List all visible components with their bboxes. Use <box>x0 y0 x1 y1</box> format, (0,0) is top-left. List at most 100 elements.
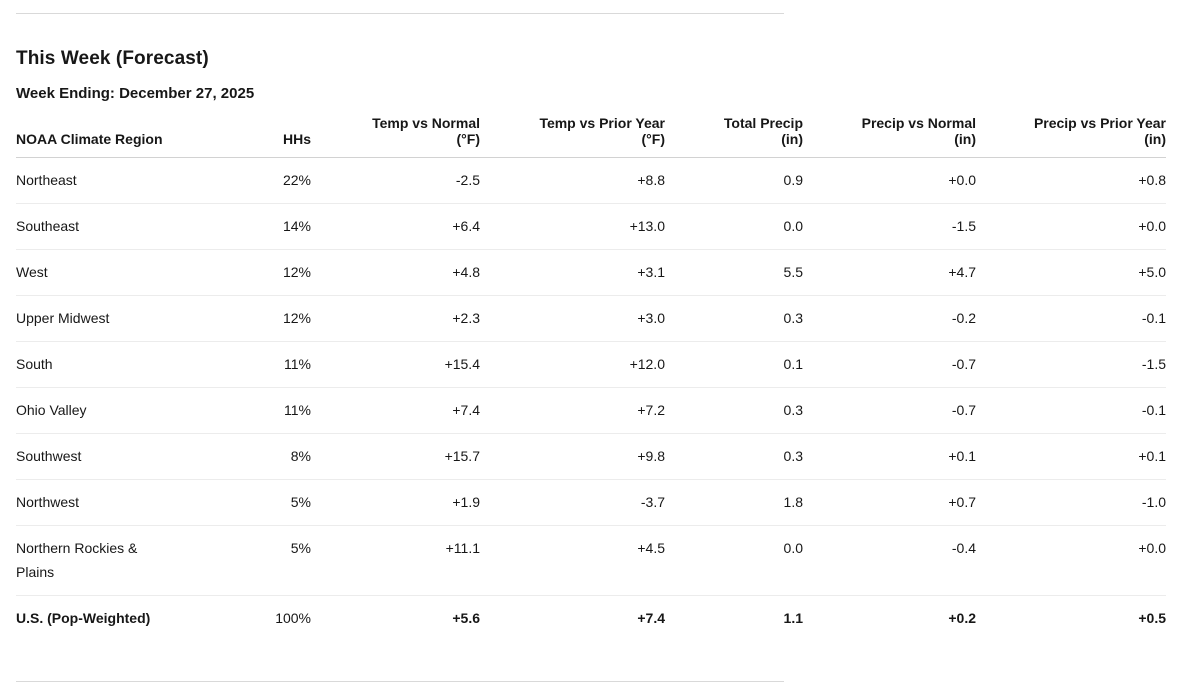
cell-hhs: 5% <box>181 525 311 596</box>
cell-hhs: 5% <box>181 479 311 526</box>
cell-precip_vs_normal: -0.7 <box>803 387 976 434</box>
cell-precip_vs_prior_year: +0.0 <box>976 203 1166 250</box>
table-row: South 11% +15.4 +12.0 0.1 -0.7 -1.5 <box>16 341 1166 388</box>
column-header-unit: (in) <box>1144 131 1166 147</box>
column-header-hhs: HHs <box>181 115 311 158</box>
cell-region: U.S. (Pop-Weighted) <box>16 610 151 626</box>
cell-region: West <box>16 249 181 296</box>
cell-precip_vs_prior_year: +0.5 <box>1138 610 1166 626</box>
cell-total_precip: 1.1 <box>783 610 803 626</box>
cell-precip_vs_normal: -0.7 <box>803 341 976 388</box>
cell-precip_vs_normal: +0.2 <box>948 610 976 626</box>
cell-total_precip: 0.3 <box>665 295 803 342</box>
cell-precip_vs_normal: -0.2 <box>803 295 976 342</box>
bottom-divider <box>16 681 784 682</box>
cell-region: Northern Rockies & Plains <box>16 525 181 596</box>
cell-temp_vs_prior_year: -3.7 <box>480 479 665 526</box>
cell-hhs: 12% <box>181 295 311 342</box>
column-header-label: Temp vs Prior Year <box>539 115 665 131</box>
column-header-region: NOAA Climate Region <box>16 115 181 158</box>
table-row: Ohio Valley 11% +7.4 +7.2 0.3 -0.7 -0.1 <box>16 387 1166 434</box>
cell-temp_vs_normal: +11.1 <box>311 525 480 596</box>
cell-precip_vs_prior_year: -0.1 <box>976 387 1166 434</box>
cell-region: Southeast <box>16 203 181 250</box>
column-header-unit: (in) <box>954 131 976 147</box>
cell-hhs: 11% <box>181 387 311 434</box>
cell-region: South <box>16 341 181 388</box>
cell-temp_vs_normal: +7.4 <box>311 387 480 434</box>
column-header-total_precip: Total Precip (in) <box>665 115 803 158</box>
cell-region: Northeast <box>16 157 181 204</box>
cell-precip_vs_prior_year: +0.0 <box>976 525 1166 596</box>
cell-hhs: 100% <box>275 610 311 626</box>
cell-total_precip: 1.8 <box>665 479 803 526</box>
top-divider <box>16 13 784 14</box>
column-header-temp_vs_prior_year: Temp vs Prior Year (°F) <box>480 115 665 158</box>
cell-precip_vs_normal: +0.1 <box>803 433 976 480</box>
cell-total_precip: 0.3 <box>665 387 803 434</box>
table-row: Northwest 5% +1.9 -3.7 1.8 +0.7 -1.0 <box>16 479 1166 526</box>
cell-temp_vs_prior_year: +9.8 <box>480 433 665 480</box>
cell-hhs: 8% <box>181 433 311 480</box>
table-row: Upper Midwest 12% +2.3 +3.0 0.3 -0.2 -0.1 <box>16 295 1166 342</box>
cell-total_precip: 0.0 <box>665 203 803 250</box>
table-row: Southwest 8% +15.7 +9.8 0.3 +0.1 +0.1 <box>16 433 1166 480</box>
cell-precip_vs_prior_year: -1.0 <box>976 479 1166 526</box>
cell-precip_vs_prior_year: +0.8 <box>976 157 1166 204</box>
cell-temp_vs_prior_year: +13.0 <box>480 203 665 250</box>
cell-hhs: 11% <box>181 341 311 388</box>
cell-precip_vs_normal: +4.7 <box>803 249 976 296</box>
table-header-row: NOAA Climate Region HHs Temp vs Normal (°F)… <box>16 115 1166 158</box>
cell-precip_vs_prior_year: -0.1 <box>976 295 1166 342</box>
cell-temp_vs_normal: +2.3 <box>311 295 480 342</box>
forecast-table: NOAA Climate Region HHs Temp vs Normal (°F)… <box>16 115 1166 641</box>
cell-hhs: 14% <box>181 203 311 250</box>
cell-precip_vs_normal: +0.7 <box>803 479 976 526</box>
cell-temp_vs_prior_year: +7.2 <box>480 387 665 434</box>
cell-precip_vs_normal: +0.0 <box>803 157 976 204</box>
cell-temp_vs_normal: +5.6 <box>452 610 480 626</box>
table-row: Northeast 22% -2.5 +8.8 0.9 +0.0 +0.8 <box>16 157 1166 204</box>
cell-region: Northwest <box>16 479 181 526</box>
cell-temp_vs_prior_year: +3.0 <box>480 295 665 342</box>
column-header-precip_vs_prior_year: Precip vs Prior Year (in) <box>976 115 1166 158</box>
cell-hhs: 22% <box>181 157 311 204</box>
cell-temp_vs_normal: +4.8 <box>311 249 480 296</box>
cell-temp_vs_prior_year: +8.8 <box>480 157 665 204</box>
week-ending-subtitle: Week Ending: December 27, 2025 <box>16 85 255 102</box>
cell-precip_vs_prior_year: -1.5 <box>976 341 1166 388</box>
cell-region: Upper Midwest <box>16 295 181 342</box>
column-header-label: Precip vs Normal <box>861 115 976 131</box>
cell-temp_vs_normal: +1.9 <box>311 479 480 526</box>
cell-temp_vs_normal: +15.7 <box>311 433 480 480</box>
column-header-label: Total Precip <box>723 115 803 131</box>
cell-total_precip: 0.1 <box>665 341 803 388</box>
column-header-precip_vs_normal: Precip vs Normal (in) <box>803 115 976 158</box>
cell-temp_vs_prior_year: +3.1 <box>480 249 665 296</box>
column-header-unit: (°F) <box>641 131 665 147</box>
table-total-row: U.S. (Pop-Weighted) 100% +5.6 +7.4 1.1 +0.2 +0… <box>16 596 1166 642</box>
column-header-label: Precip vs Prior Year <box>1033 115 1166 131</box>
cell-total_precip: 5.5 <box>665 249 803 296</box>
cell-region: Southwest <box>16 433 181 480</box>
cell-precip_vs_normal: -1.5 <box>803 203 976 250</box>
cell-temp_vs_prior_year: +7.4 <box>637 610 665 626</box>
column-header-label: NOAA Climate Region <box>16 131 163 147</box>
table-row: Northern Rockies & Plains 5% +11.1 +4.5 0.0-… <box>16 525 1166 596</box>
cell-temp_vs_prior_year: +4.5 <box>480 525 665 596</box>
cell-hhs: 12% <box>181 249 311 296</box>
cell-temp_vs_normal: -2.5 <box>311 157 480 204</box>
column-header-label: HHs <box>282 131 311 147</box>
cell-total_precip: 0.0 <box>665 525 803 596</box>
cell-temp_vs_prior_year: +12.0 <box>480 341 665 388</box>
column-header-temp_vs_normal: Temp vs Normal (°F) <box>311 115 480 158</box>
cell-precip_vs_prior_year: +5.0 <box>976 249 1166 296</box>
section-title: This Week (Forecast) <box>16 48 209 69</box>
cell-precip_vs_prior_year: +0.1 <box>976 433 1166 480</box>
cell-precip_vs_normal: -0.4 <box>803 525 976 596</box>
cell-region: Ohio Valley <box>16 387 181 434</box>
cell-temp_vs_normal: +15.4 <box>311 341 480 388</box>
column-header-label: Temp vs Normal <box>372 115 480 131</box>
table-row: West 12% +4.8 +3.1 5.5 +4.7 +5.0 <box>16 249 1166 296</box>
